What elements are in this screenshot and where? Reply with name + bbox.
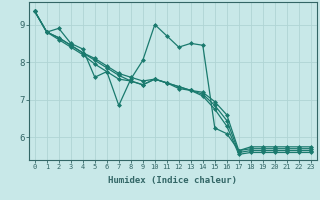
X-axis label: Humidex (Indice chaleur): Humidex (Indice chaleur) xyxy=(108,176,237,185)
